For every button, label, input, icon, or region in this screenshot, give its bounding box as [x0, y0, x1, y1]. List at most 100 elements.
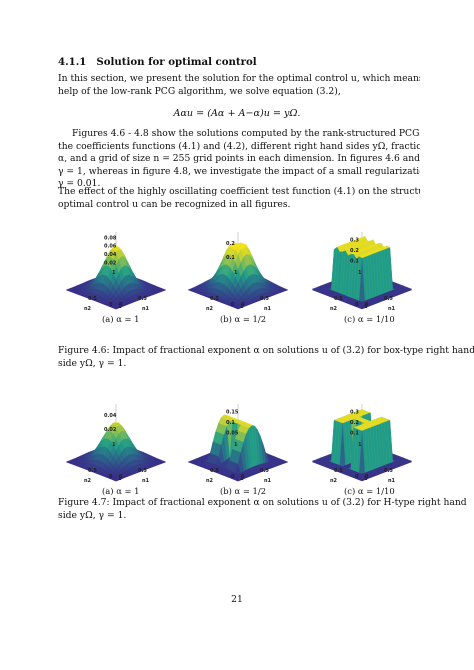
surface-plot: 0.2 0.15 0.1 0.05 1 1 0.5 0.5 00 n2 n1: [180, 404, 296, 484]
subfigure-label: (a) α = 1: [102, 486, 140, 496]
z-tick-label: 0.3: [226, 232, 235, 233]
x-tick-label: 0: [365, 302, 369, 308]
x-tick-label: 0.5: [138, 296, 147, 302]
corner-tick-label: 1: [234, 442, 238, 448]
z-tick-label: 0.1: [226, 420, 235, 426]
y-tick-label: 0: [109, 302, 113, 308]
surface-svg: 0.3 0.2 0.1 1 1 0.5 0.5 00 n2 n1: [187, 232, 289, 312]
x-tick-label: 0: [119, 474, 123, 480]
surface-svg: 0.4 0.3 0.2 0.1 1 1 0.5 0.5 00 n2 n1: [311, 232, 413, 312]
y-tick-label: 0.5: [88, 468, 97, 474]
surface-svg: 0.1 0.08 0.06 0.04 0.02 1 1 0.5 0.5 00 n2 n1: [65, 232, 167, 312]
z-tick-label: 0.15: [226, 409, 239, 415]
corner-tick-label: 1: [118, 476, 122, 482]
corner-tick-label: 1: [118, 304, 122, 310]
x-tick-label: 0.5: [260, 296, 269, 302]
subfigure-label: (b) α = 1/2: [220, 486, 267, 496]
z-tick-label: 0.06: [104, 244, 117, 250]
z-tick-label: 0.1: [104, 232, 113, 233]
x-axis-label: n1: [388, 478, 396, 484]
text-line: optimal control u can be recognized in a…: [58, 198, 291, 210]
z-tick-label: 0.4: [350, 404, 359, 405]
surface-plot: 0.3 0.2 0.1 1 1 0.5 0.5 00 n2 n1: [180, 232, 296, 312]
y-tick-label: 0.5: [334, 296, 343, 302]
corner-tick-label: 1: [112, 270, 116, 276]
surface-plot: 0.4 0.3 0.2 0.1 1 1 0.5 0.5 00 n2 n1: [304, 232, 420, 312]
corner-tick-label: 1: [112, 442, 116, 448]
y-axis-label: n2: [84, 306, 92, 312]
corner-tick-label: 1: [364, 304, 368, 310]
text-line: γ = 0.01.: [58, 178, 101, 190]
subfigure-label: (c) α = 1/10: [344, 486, 395, 496]
z-tick-label: 0.04: [104, 252, 117, 258]
y-axis-label: n2: [206, 478, 214, 484]
y-axis-label: n2: [84, 478, 92, 484]
equation: Aαu = (Aα + A−α)u = yΩ.: [0, 108, 474, 119]
x-axis-label: n1: [264, 478, 272, 484]
x-tick-label: 0: [119, 302, 123, 308]
paragraph-figures: Figures 4.6 - 4.8 show the solutions com…: [58, 128, 420, 191]
y-tick-label: 0: [231, 474, 235, 480]
corner-tick-label: 1: [240, 476, 244, 482]
surface-svg: 0.2 0.15 0.1 0.05 1 1 0.5 0.5 00 n2 n1: [187, 404, 289, 484]
y-tick-label: 0: [355, 474, 359, 480]
z-tick-label: 0.4: [350, 232, 359, 233]
text-line: In this section, we present the solution…: [58, 73, 420, 84]
y-tick-label: 0.5: [88, 296, 97, 302]
corner-tick-label: 1: [240, 304, 244, 310]
z-tick-label: 0.3: [350, 409, 359, 415]
paragraph-effect: The effect of the highly oscillating coe…: [58, 186, 420, 211]
x-tick-label: 0.5: [138, 468, 147, 474]
z-tick-label: 0.04: [104, 413, 117, 419]
section-number: 4.1.1: [58, 56, 87, 68]
x-tick-label: 0: [241, 302, 245, 308]
y-tick-label: 0: [231, 302, 235, 308]
z-tick-label: 0.2: [226, 404, 235, 405]
z-tick-label: 0.1: [350, 258, 359, 264]
caption-line: Figure 4.7: Impact of fractional exponen…: [58, 497, 467, 508]
caption-line: side yΩ, γ = 1.: [58, 357, 127, 369]
z-tick-label: 0.1: [350, 430, 359, 436]
x-axis-label: n1: [388, 306, 396, 312]
surface-cell: [358, 306, 366, 309]
surface-plot: 0.06 0.04 0.02 1 1 0.5 0.5 00 n2 n1: [58, 404, 174, 484]
surface-cell: [234, 306, 242, 310]
text-line: γ = 1, whereas in figure 4.8, we investi…: [58, 165, 420, 177]
y-tick-label: 0.5: [210, 296, 219, 302]
section-title: Solution for optimal control: [96, 56, 257, 68]
y-tick-label: 0: [355, 302, 359, 308]
z-tick-label: 0.2: [350, 420, 359, 426]
x-axis-label: n1: [142, 306, 150, 312]
figure-caption: Figure 4.7: Impact of fractional exponen…: [58, 497, 467, 522]
z-tick-label: 0.2: [226, 241, 235, 247]
y-tick-label: 0.5: [334, 468, 343, 474]
z-tick-label: 0.08: [104, 235, 117, 241]
corner-tick-label: 1: [234, 270, 238, 276]
surface-cell: [358, 478, 366, 481]
text-line: α, and a grid of size n = 255 grid point…: [58, 153, 420, 165]
subfigure-label: (b) α = 1/2: [220, 314, 267, 324]
equation-text: Aαu = (Aα + A−α)u = yΩ.: [173, 108, 301, 119]
y-axis-label: n2: [330, 306, 338, 312]
y-axis-label: n2: [206, 306, 214, 312]
x-tick-label: 0.5: [384, 296, 393, 302]
figure-caption: Figure 4.6: Impact of fractional exponen…: [58, 345, 474, 370]
subfigure-label: (a) α = 1: [102, 314, 140, 324]
text-line: The effect of the highly oscillating coe…: [58, 186, 420, 197]
text-line: help of the low-rank PCG algorithm, we s…: [58, 85, 341, 97]
z-tick-label: 0.3: [350, 237, 359, 243]
surface-svg: 0.06 0.04 0.02 1 1 0.5 0.5 00 n2 n1: [65, 404, 167, 484]
x-tick-label: 0.5: [384, 468, 393, 474]
corner-tick-label: 1: [364, 476, 368, 482]
text-line: Figures 4.6 - 4.8 show the solutions com…: [72, 128, 420, 139]
corner-tick-label: 1: [358, 442, 362, 448]
corner-tick-label: 1: [358, 270, 362, 276]
caption-line: side yΩ, γ = 1.: [58, 509, 127, 521]
section-heading: 4.1.1 Solution for optimal control: [58, 56, 257, 68]
paragraph-intro: In this section, we present the solution…: [58, 73, 420, 98]
surface-svg: 0.4 0.3 0.2 0.1 1 1 0.5 0.5 00 n2 n1: [311, 404, 413, 484]
surface-plot: 0.1 0.08 0.06 0.04 0.02 1 1 0.5 0.5 00 n2 n1: [58, 232, 174, 312]
z-tick-label: 0.1: [226, 255, 235, 261]
